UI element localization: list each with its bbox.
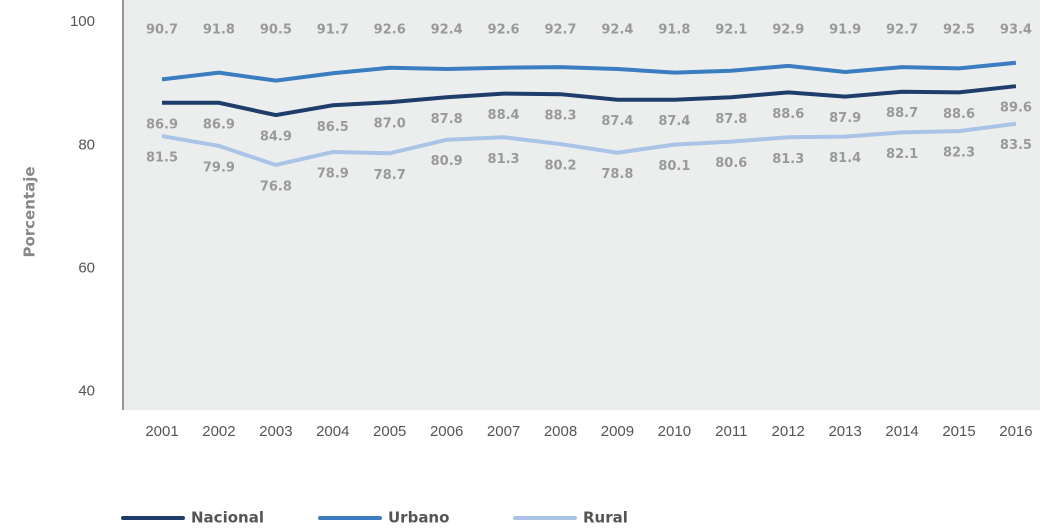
x-tick-label: 2014 xyxy=(885,423,918,440)
data-label: 92.1 xyxy=(715,23,747,38)
data-label: 87.9 xyxy=(829,111,861,126)
x-tick-label: 2002 xyxy=(202,423,235,440)
data-label: 86.9 xyxy=(146,117,178,132)
x-tick-label: 2009 xyxy=(601,423,634,440)
data-label: 92.6 xyxy=(374,23,406,38)
data-label: 78.9 xyxy=(317,167,349,182)
data-label: 87.0 xyxy=(374,117,406,132)
data-label: 81.3 xyxy=(772,152,804,167)
data-label: 82.1 xyxy=(886,147,918,162)
x-tick-label: 2005 xyxy=(373,423,406,440)
data-label: 86.9 xyxy=(203,117,235,132)
x-tick-label: 2004 xyxy=(316,423,349,440)
data-label: 80.6 xyxy=(715,156,747,171)
data-label: 81.5 xyxy=(146,151,178,166)
data-label: 91.7 xyxy=(317,23,349,38)
data-label: 87.8 xyxy=(431,112,463,127)
data-label: 81.3 xyxy=(488,152,520,167)
data-label: 86.5 xyxy=(317,120,349,135)
data-label: 92.7 xyxy=(886,23,918,38)
x-tick-label: 2008 xyxy=(544,423,577,440)
x-tick-label: 2001 xyxy=(145,423,178,440)
data-label: 90.7 xyxy=(146,23,178,38)
data-label: 81.4 xyxy=(829,151,861,166)
legend-label: Urbano xyxy=(388,509,449,527)
data-label: 92.5 xyxy=(943,23,975,38)
y-tick-label: 40 xyxy=(78,383,95,400)
data-label: 92.9 xyxy=(772,23,804,38)
y-tick-label: 60 xyxy=(78,259,95,276)
data-label: 87.4 xyxy=(601,114,633,129)
data-label: 91.9 xyxy=(829,23,861,38)
data-label: 78.8 xyxy=(601,167,633,182)
x-tick-label: 2013 xyxy=(828,423,861,440)
x-tick-label: 2003 xyxy=(259,423,292,440)
data-label: 88.4 xyxy=(488,108,520,123)
data-label: 87.4 xyxy=(658,114,690,129)
data-label: 92.4 xyxy=(601,23,633,38)
series-line xyxy=(162,84,1017,118)
data-label: 80.2 xyxy=(544,159,576,174)
data-label: 76.8 xyxy=(260,179,292,194)
data-label: 82.3 xyxy=(943,146,975,161)
x-tick-label: 2007 xyxy=(487,423,520,440)
x-tick-label: 2015 xyxy=(942,423,975,440)
legend-label: Nacional xyxy=(191,509,264,527)
x-tick-label: 2012 xyxy=(772,423,805,440)
data-label: 88.6 xyxy=(772,107,804,122)
data-label: 84.9 xyxy=(260,130,292,145)
data-label: 92.4 xyxy=(431,23,463,38)
data-label: 89.6 xyxy=(1000,101,1032,116)
series-line xyxy=(161,60,1017,83)
data-label: 93.4 xyxy=(1000,23,1032,38)
y-tick-label: 80 xyxy=(78,136,95,153)
data-label: 87.8 xyxy=(715,112,747,127)
data-label: 78.7 xyxy=(374,168,406,183)
y-axis-label: Porcentaje xyxy=(21,166,39,257)
data-label: 80.9 xyxy=(431,154,463,169)
data-label: 88.3 xyxy=(544,109,576,124)
y-tick-label: 100 xyxy=(70,13,95,30)
data-label: 91.8 xyxy=(203,23,235,38)
x-tick-label: 2016 xyxy=(999,423,1032,440)
data-label: 88.7 xyxy=(886,106,918,121)
data-label: 90.5 xyxy=(260,23,292,38)
x-tick-label: 2010 xyxy=(658,423,691,440)
x-tick-label: 2006 xyxy=(430,423,463,440)
series-line xyxy=(161,121,1017,168)
data-label: 80.1 xyxy=(658,159,690,174)
data-label: 83.5 xyxy=(1000,138,1032,153)
data-label: 92.7 xyxy=(544,23,576,38)
data-label: 92.6 xyxy=(488,23,520,38)
legend-label: Rural xyxy=(583,509,628,527)
plot-area xyxy=(123,0,1040,410)
data-label: 88.6 xyxy=(943,107,975,122)
x-tick-label: 2011 xyxy=(715,423,747,440)
data-label: 79.9 xyxy=(203,160,235,175)
data-label: 91.8 xyxy=(658,23,690,38)
